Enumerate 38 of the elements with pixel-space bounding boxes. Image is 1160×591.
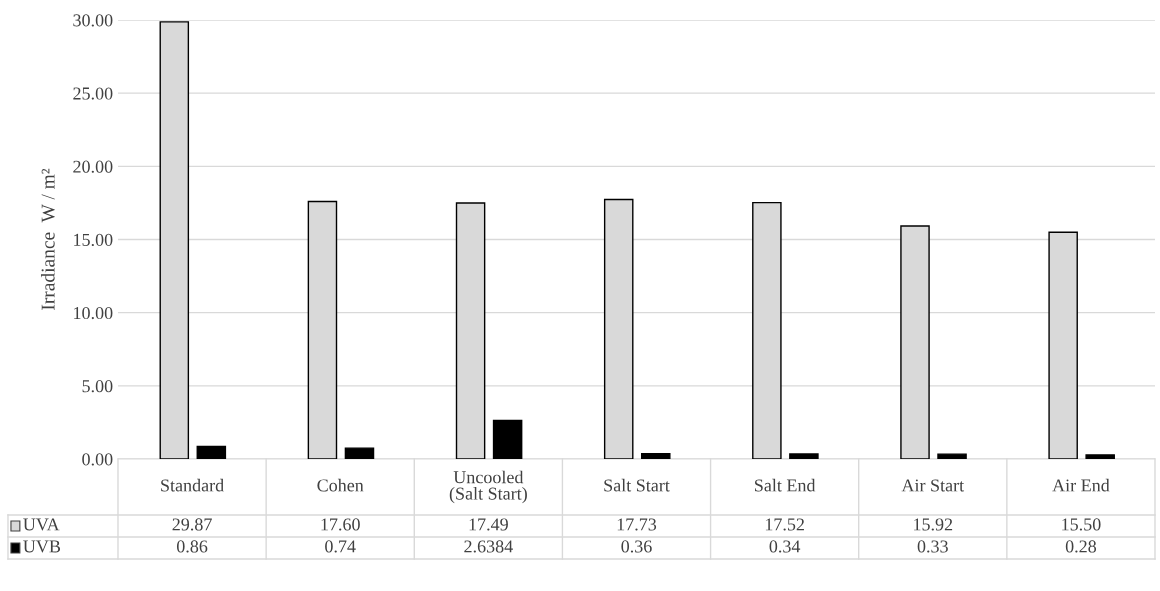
- x-tick-label: Standard: [161, 478, 224, 492]
- data-label: 17.73: [617, 518, 657, 531]
- x-tick-label: Salt Start: [604, 478, 670, 492]
- y-tick-label: 25.00: [73, 87, 113, 100]
- data-label: 15.50: [1062, 518, 1101, 531]
- y-tick-label: 0.00: [82, 453, 113, 466]
- y-tick-label: 20.00: [73, 160, 113, 173]
- legend-label: UVB: [23, 540, 61, 553]
- data-label: 29.87: [172, 518, 212, 531]
- data-label: 0.28: [1065, 540, 1097, 553]
- data-label: 17.49: [469, 518, 508, 531]
- bar: [789, 453, 819, 459]
- y-tick-label: 5.00: [82, 380, 113, 393]
- bar: [937, 453, 967, 459]
- data-label: 2.6384: [464, 540, 513, 553]
- bar: [640, 453, 671, 459]
- y-axis-title: Irradiance W / m²: [40, 168, 55, 310]
- y-tick-label: 10.00: [74, 306, 113, 320]
- x-tick-label: Salt End: [755, 478, 816, 492]
- x-tick-label: Air Start: [901, 479, 965, 492]
- data-label: 15.92: [914, 518, 953, 531]
- data-label: 0.36: [621, 540, 652, 553]
- y-tick-label: 30.00: [73, 14, 113, 27]
- data-label: 0.74: [325, 540, 356, 553]
- y-tick-label: 15.00: [74, 233, 113, 247]
- data-label: 17.52: [765, 518, 804, 531]
- bar: [196, 445, 227, 459]
- x-tick-label: Air End: [1052, 478, 1110, 492]
- bar: [344, 447, 375, 459]
- x-tick-label: Cohen: [317, 478, 364, 492]
- data-label: 17.60: [321, 518, 360, 531]
- data-label: 0.34: [769, 540, 801, 553]
- data-label: 0.33: [917, 540, 948, 553]
- bar: [492, 419, 523, 459]
- data-label: 0.86: [176, 540, 208, 553]
- legend-label: UVA: [23, 518, 60, 531]
- bar: [1085, 454, 1115, 459]
- x-tick-label: Uncooled (Salt Start): [449, 470, 527, 504]
